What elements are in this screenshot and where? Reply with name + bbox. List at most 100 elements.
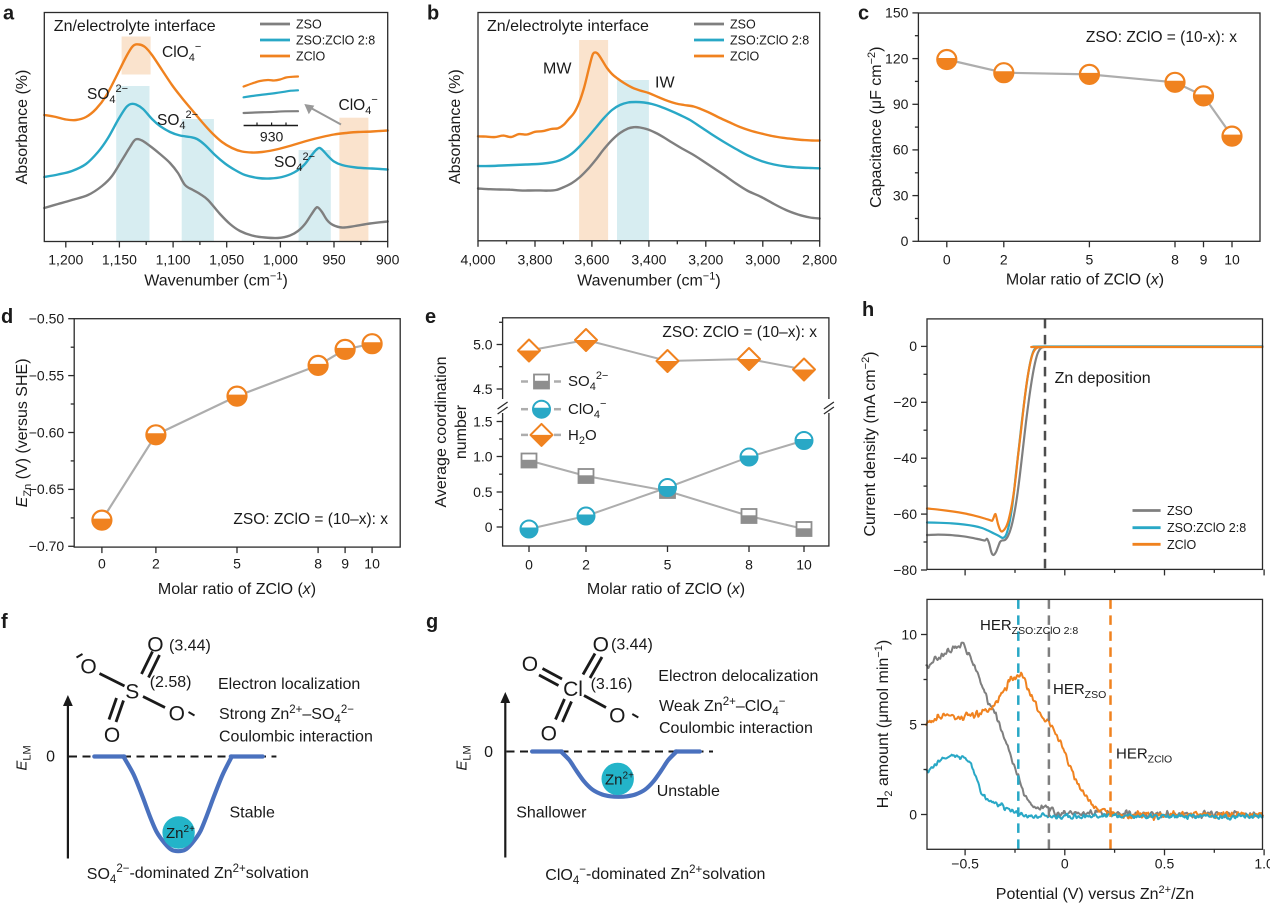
svg-text:ELM: ELM bbox=[453, 745, 473, 770]
svg-text:9: 9 bbox=[341, 556, 349, 572]
svg-text:Strong Zn2+–SO42−: Strong Zn2+–SO42− bbox=[219, 704, 354, 726]
svg-text:number: number bbox=[453, 404, 470, 459]
svg-text:H2 amount (μmol min−1): H2 amount (μmol min−1) bbox=[873, 640, 895, 808]
svg-text:Wavenumber (cm−1): Wavenumber (cm−1) bbox=[144, 271, 288, 290]
svg-text:0.5: 0.5 bbox=[473, 484, 493, 500]
svg-text:ZSO:ZClO 2:8: ZSO:ZClO 2:8 bbox=[1167, 521, 1246, 535]
svg-text:ZClO: ZClO bbox=[296, 50, 325, 64]
svg-text:HERZSO:ZClO 2:8: HERZSO:ZClO 2:8 bbox=[980, 617, 1078, 637]
svg-text:ZSO:ZClO 2:8: ZSO:ZClO 2:8 bbox=[730, 34, 809, 48]
svg-text:0: 0 bbox=[943, 252, 951, 268]
svg-text:H2O: H2O bbox=[568, 427, 597, 447]
svg-text:0.5: 0.5 bbox=[1155, 856, 1175, 872]
svg-text:Potential (V) versus Zn2+/Zn: Potential (V) versus Zn2+/Zn bbox=[996, 884, 1194, 903]
svg-text:10: 10 bbox=[901, 626, 917, 642]
svg-text:ELM: ELM bbox=[14, 745, 34, 770]
svg-text:120: 120 bbox=[885, 50, 909, 66]
svg-text:EZn (V) (versus SHE): EZn (V) (versus SHE) bbox=[14, 358, 34, 507]
svg-text:O: O bbox=[104, 724, 120, 747]
svg-text:0: 0 bbox=[484, 744, 493, 761]
svg-text:−0.60: −0.60 bbox=[29, 424, 65, 440]
svg-text:0: 0 bbox=[1061, 856, 1069, 872]
svg-text:SO42−-dominated Zn2+solvation: SO42−-dominated Zn2+solvation bbox=[87, 863, 309, 886]
svg-text:900: 900 bbox=[376, 252, 400, 268]
svg-text:3,200: 3,200 bbox=[688, 252, 723, 268]
svg-text:−0.70: −0.70 bbox=[29, 538, 65, 554]
svg-text:Average coordination: Average coordination bbox=[433, 357, 450, 508]
svg-text:Shallower: Shallower bbox=[516, 805, 587, 822]
svg-text:1.5: 1.5 bbox=[473, 413, 493, 429]
svg-text:Zn/electrolyte interface: Zn/electrolyte interface bbox=[54, 18, 216, 35]
svg-text:ZSO: ZClO = (10–x): x: ZSO: ZClO = (10–x): x bbox=[233, 511, 388, 528]
svg-text:1,000: 1,000 bbox=[263, 252, 298, 268]
svg-text:0: 0 bbox=[485, 519, 493, 535]
svg-text:Current density (mA cm−2): Current density (mA cm−2) bbox=[860, 351, 879, 536]
svg-text:(2.58): (2.58) bbox=[150, 674, 192, 691]
svg-text:Weak Zn2+–ClO4−: Weak Zn2+–ClO4− bbox=[659, 696, 786, 718]
svg-text:−20: −20 bbox=[893, 394, 917, 410]
svg-text:ZSO:ZClO 2:8: ZSO:ZClO 2:8 bbox=[296, 34, 375, 48]
svg-text:5: 5 bbox=[233, 556, 241, 572]
svg-text:2: 2 bbox=[1000, 252, 1008, 268]
svg-text:930: 930 bbox=[260, 129, 284, 145]
svg-text:1.0: 1.0 bbox=[1254, 856, 1270, 872]
svg-text:ZSO: ZSO bbox=[730, 18, 756, 32]
svg-text:30: 30 bbox=[893, 187, 909, 203]
svg-text:1,150: 1,150 bbox=[102, 252, 137, 268]
svg-text:Absorbance (%): Absorbance (%) bbox=[14, 70, 31, 185]
svg-text:ClO4−: ClO4− bbox=[162, 41, 201, 64]
svg-text:Molar ratio of ZClO (x): Molar ratio of ZClO (x) bbox=[587, 581, 745, 598]
svg-text:ZSO: ZClO = (10-x): x: ZSO: ZClO = (10-x): x bbox=[1086, 29, 1237, 46]
svg-text:ZClO: ZClO bbox=[1167, 538, 1196, 552]
svg-text:Stable: Stable bbox=[230, 805, 275, 822]
svg-text:5: 5 bbox=[1086, 252, 1094, 268]
svg-text:O: O bbox=[169, 703, 185, 726]
svg-text:3,600: 3,600 bbox=[574, 252, 609, 268]
svg-text:2: 2 bbox=[582, 557, 590, 573]
svg-text:4.5: 4.5 bbox=[473, 381, 493, 397]
svg-text:Cl: Cl bbox=[563, 678, 583, 701]
svg-text:(3.16): (3.16) bbox=[591, 676, 633, 693]
svg-text:e: e bbox=[425, 306, 436, 328]
svg-text:3,400: 3,400 bbox=[631, 252, 666, 268]
svg-text:Molar ratio of ZClO (x): Molar ratio of ZClO (x) bbox=[158, 581, 316, 598]
svg-text:Electron localization: Electron localization bbox=[218, 676, 360, 693]
svg-text:O: O bbox=[609, 705, 625, 728]
svg-text:5: 5 bbox=[664, 557, 672, 573]
svg-text:O: O bbox=[522, 653, 538, 676]
svg-text:Wavenumber (cm−1): Wavenumber (cm−1) bbox=[577, 271, 721, 290]
svg-text:HERZSO: HERZSO bbox=[1053, 681, 1106, 701]
svg-text:Coulombic interaction: Coulombic interaction bbox=[659, 720, 813, 737]
svg-text:1.0: 1.0 bbox=[473, 448, 493, 464]
svg-text:60: 60 bbox=[893, 142, 909, 158]
svg-text:g: g bbox=[426, 611, 438, 633]
svg-text:4,000: 4,000 bbox=[460, 252, 495, 268]
svg-text:ZClO: ZClO bbox=[730, 50, 759, 64]
svg-text:−0.5: −0.5 bbox=[951, 856, 979, 872]
svg-text:8: 8 bbox=[1171, 252, 1179, 268]
svg-text:5: 5 bbox=[909, 716, 917, 732]
svg-text:3,000: 3,000 bbox=[745, 252, 780, 268]
svg-text:O: O bbox=[147, 634, 163, 657]
svg-text:−40: −40 bbox=[893, 450, 917, 466]
svg-text:0: 0 bbox=[46, 749, 55, 766]
svg-text:ZSO: ZSO bbox=[296, 18, 322, 32]
svg-text:3,800: 3,800 bbox=[517, 252, 552, 268]
svg-text:Capacitance (μF cm−2): Capacitance (μF cm−2) bbox=[866, 47, 885, 208]
svg-text:10: 10 bbox=[364, 556, 380, 572]
svg-text:(3.44): (3.44) bbox=[611, 637, 653, 654]
svg-text:8: 8 bbox=[314, 556, 322, 572]
svg-text:ClO4−-dominated Zn2+solvation: ClO4−-dominated Zn2+solvation bbox=[545, 864, 765, 887]
svg-text:5.0: 5.0 bbox=[473, 336, 493, 352]
svg-text:0: 0 bbox=[909, 806, 917, 822]
svg-text:Zn deposition: Zn deposition bbox=[1055, 370, 1151, 387]
svg-text:8: 8 bbox=[745, 557, 753, 573]
svg-text:−0.50: −0.50 bbox=[29, 311, 65, 327]
svg-text:MW: MW bbox=[543, 61, 572, 78]
svg-text:ClO4−: ClO4− bbox=[339, 94, 378, 117]
svg-text:Unstable: Unstable bbox=[657, 783, 720, 800]
svg-text:Molar ratio of ZClO (x): Molar ratio of ZClO (x) bbox=[1006, 272, 1164, 289]
svg-text:O: O bbox=[80, 656, 96, 679]
svg-text:10: 10 bbox=[796, 557, 812, 573]
svg-text:f: f bbox=[1, 611, 8, 633]
